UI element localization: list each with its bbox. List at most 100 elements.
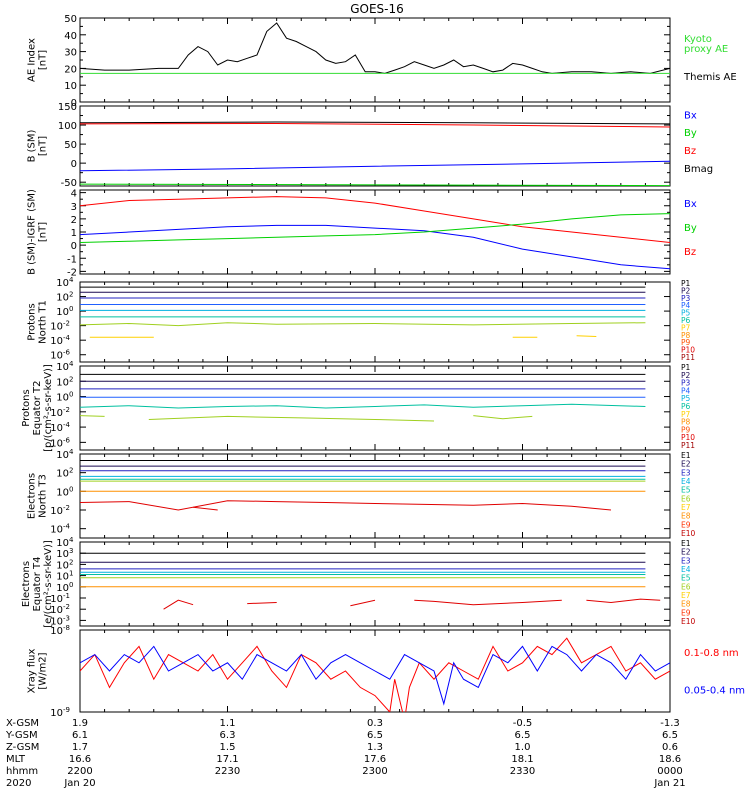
y-tick-label: 10-3 <box>50 614 70 627</box>
orbit-value: 6.1 <box>72 730 88 741</box>
series-group <box>80 121 670 186</box>
channel-label: E5 <box>681 486 691 495</box>
orbit-value: 6.5 <box>662 730 678 741</box>
series-line-e8c <box>350 599 376 607</box>
orbit-value: 6.3 <box>220 730 236 741</box>
chart-title: GOES-16 <box>350 2 404 16</box>
orbit-row-label: X-GSM <box>6 718 39 729</box>
series-group <box>80 552 661 610</box>
y-axis-label: Protons <box>27 303 38 340</box>
y-axis-label: Equator T4 <box>32 557 43 612</box>
y-axis-label: Xray flux <box>27 649 38 694</box>
channel-label: P7 <box>681 410 691 419</box>
y-tick-label: 100 <box>56 581 73 594</box>
series-line-p6c <box>473 415 533 420</box>
y-tick-label: 102 <box>56 467 73 480</box>
channel-label: P2 <box>681 371 691 380</box>
orbit-row-label: Z-GSM <box>6 742 39 753</box>
channel-label: P6 <box>681 402 691 411</box>
y-tick-label: 10-9 <box>50 706 70 719</box>
series-line-themis-ae <box>80 22 670 74</box>
y-tick-label: 102 <box>56 291 73 304</box>
channel-label: E9 <box>681 608 691 617</box>
channel-label: E8 <box>681 512 691 521</box>
series-line-e8e <box>586 598 661 604</box>
channel-label: E1 <box>681 539 691 548</box>
channel-label: P11 <box>681 353 695 362</box>
series-line-e8b <box>247 602 277 605</box>
y-tick-label: 3 <box>71 202 77 213</box>
channel-label: P11 <box>681 441 695 450</box>
legend-entry: Bx <box>684 110 697 121</box>
panel-protons2: 104 102 100 10-2 10-4 10-6 Protons Equator T2 [p… <box>21 360 695 452</box>
y-tick-label: 104 <box>56 360 74 373</box>
channel-label: P5 <box>681 394 691 403</box>
channel-label: P10 <box>681 433 695 442</box>
y-tick-label: -1 <box>67 254 77 265</box>
y-axis-label: North T1 <box>38 300 49 344</box>
orbit-row-label: MLT <box>6 754 26 765</box>
orbit-value: 0.3 <box>367 718 383 729</box>
y-tick-label: 50 <box>64 140 77 151</box>
y-axis-label: B (SM)-IGRF (SM) <box>27 189 38 275</box>
orbit-value: 17.1 <box>216 754 238 765</box>
y-tick-label: 50 <box>64 14 77 25</box>
y-tick-label: 104 <box>56 536 74 549</box>
orbit-value: 18.6 <box>659 754 681 765</box>
series-line-p6 <box>80 415 105 417</box>
orbit-value: 1.7 <box>72 742 88 753</box>
series-line-e8 <box>80 500 612 511</box>
series-group <box>80 22 670 74</box>
legend-entry: Kyoto <box>684 34 712 45</box>
y-tick-label: 100 <box>56 485 73 498</box>
channel-label: E4 <box>681 477 691 486</box>
panel-frame <box>79 541 671 627</box>
channel-label: E5 <box>681 574 691 583</box>
legend-entry: proxy AE <box>684 44 728 55</box>
y-tick-label: 0 <box>71 159 77 170</box>
orbit-value: 0000 <box>657 766 682 777</box>
panel-xray: 10-8 10-9 Xray flux [W/m2] 0.1-0.8 nm 0.05-0.… <box>27 624 746 719</box>
channel-label: E6 <box>681 494 691 503</box>
y-tick-label: 150 <box>58 102 77 113</box>
series-line-p5 <box>80 403 646 409</box>
y-axis-label: [nT] <box>38 136 49 156</box>
channel-label: E10 <box>681 529 696 538</box>
y-tick-label: 104 <box>56 448 74 461</box>
orbit-value: 1.3 <box>367 742 383 753</box>
series-line-bz <box>80 122 670 128</box>
y-tick-label: 10-6 <box>50 349 70 362</box>
series-line-bx <box>80 160 670 172</box>
channel-label: P6 <box>681 316 691 325</box>
series-line-bz <box>80 196 670 243</box>
y-axis-label: Equator T2 <box>32 381 43 436</box>
orbit-value: 16.6 <box>69 754 91 765</box>
y-tick-label: 1 <box>71 228 77 239</box>
channel-label: P1 <box>681 363 691 372</box>
y-tick-label: 4 <box>71 189 77 200</box>
y-tick-label: 100 <box>56 391 73 404</box>
y-tick-label: 10-2 <box>50 504 70 517</box>
series-group <box>80 373 646 422</box>
y-axis-label: Electrons <box>27 473 38 519</box>
y-axis-label: [nT] <box>38 222 49 242</box>
orbit-value: 2230 <box>215 766 240 777</box>
orbit-value: 17.6 <box>364 754 386 765</box>
channel-label: P3 <box>681 379 691 388</box>
series-line-by <box>80 183 670 186</box>
channel-label: P9 <box>681 425 691 434</box>
y-tick-label: 10-1 <box>50 592 70 605</box>
orbit-value: 6.5 <box>515 730 531 741</box>
panel-frame <box>79 281 671 363</box>
channel-label: E10 <box>681 617 696 626</box>
channel-label: P2 <box>681 286 691 295</box>
y-tick-label: 10-8 <box>50 624 70 637</box>
y-tick-label: 10-6 <box>50 436 70 449</box>
y-tick-label: 20 <box>64 64 77 75</box>
channel-label: E4 <box>681 565 691 574</box>
panel-bdiff: -2 -1 0 1 2 3 4 B (SM)-IGRF (SM) [nT] Bx By Bz <box>27 189 697 279</box>
y-axis-label: [W/m2] <box>38 652 49 689</box>
channel-label: P4 <box>681 386 691 395</box>
